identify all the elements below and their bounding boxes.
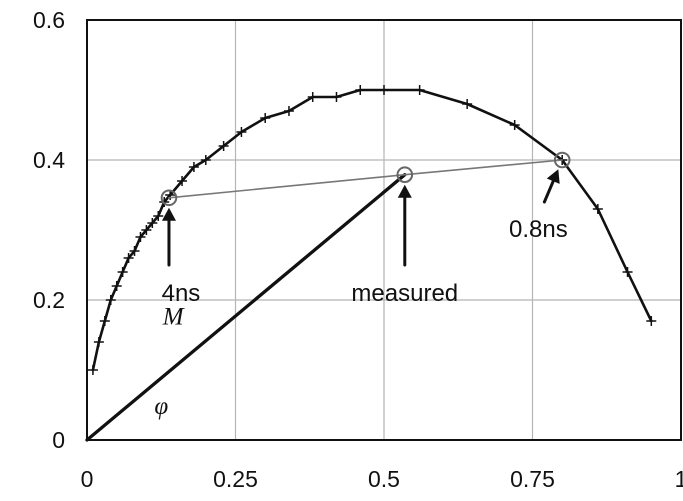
highlight-point — [160, 189, 178, 207]
curve-marker — [99, 316, 110, 326]
curve-marker — [379, 85, 389, 95]
annotation-arrow-head — [546, 169, 560, 184]
curve-marker — [509, 120, 520, 130]
x-tick-label: 0.5 — [368, 466, 400, 492]
annotation-arrow-head — [397, 184, 412, 198]
phasor-curve-line — [91, 88, 653, 372]
curve-marker — [622, 267, 633, 277]
point-layer — [160, 151, 571, 207]
x-tick-label: 0.75 — [510, 466, 555, 492]
curve-marker — [200, 155, 211, 165]
axis-layer: 0 0.25 0.5 0.75 1 0 0.2 0.4 0.6 — [33, 7, 683, 492]
m-label: M — [162, 304, 185, 331]
annotation-layer: 4ns measured 0.8ns — [162, 169, 568, 307]
y-tick-label: 0.6 — [33, 7, 65, 33]
curve-marker — [307, 92, 318, 102]
curve-marker — [147, 218, 158, 228]
curve-marker — [188, 162, 199, 172]
curve-marker — [331, 92, 342, 102]
curve-marker — [355, 85, 366, 95]
y-tick-label: 0.2 — [33, 287, 65, 313]
curve-marker — [87, 365, 98, 375]
curve-marker — [93, 337, 104, 347]
plot-frame — [86, 19, 682, 441]
label-layer: M φ — [154, 304, 184, 421]
curve-marker — [129, 246, 140, 256]
curve-marker — [236, 127, 247, 137]
grid-layer — [86, 19, 682, 441]
curve-marker — [111, 281, 122, 291]
curve-marker — [123, 253, 134, 263]
curve-marker — [592, 204, 603, 214]
curve-marker — [414, 85, 425, 95]
phi-label: φ — [154, 393, 168, 420]
x-tick-label: 0.25 — [213, 466, 258, 492]
curve-marker — [646, 316, 657, 326]
series-layer — [85, 85, 657, 442]
curve-marker — [260, 113, 271, 123]
curve-marker — [177, 176, 188, 186]
annotation-arrow-shaft — [542, 179, 555, 204]
highlight-point — [396, 166, 414, 183]
curve-marker — [105, 295, 116, 305]
curve-marker — [218, 141, 229, 151]
curve-marker — [462, 99, 473, 109]
y-tick-label: 0 — [52, 427, 65, 453]
curve-marker — [153, 211, 164, 221]
x-tick-label: 0 — [81, 466, 94, 492]
annotation-label: 4ns — [162, 280, 201, 307]
annotation-label: 0.8ns — [509, 216, 568, 243]
curve-marker — [117, 267, 128, 277]
annotation-arrow-head — [161, 207, 176, 221]
annotation-label: measured — [351, 280, 458, 307]
connection-line — [168, 159, 564, 199]
y-tick-label: 0.4 — [33, 147, 65, 173]
curve-marker — [135, 232, 146, 242]
highlight-point — [553, 151, 571, 169]
curve-marker — [283, 106, 294, 116]
curve-marker — [141, 225, 152, 235]
measured-vector-line — [85, 173, 407, 442]
x-tick-label: 1 — [675, 466, 683, 492]
